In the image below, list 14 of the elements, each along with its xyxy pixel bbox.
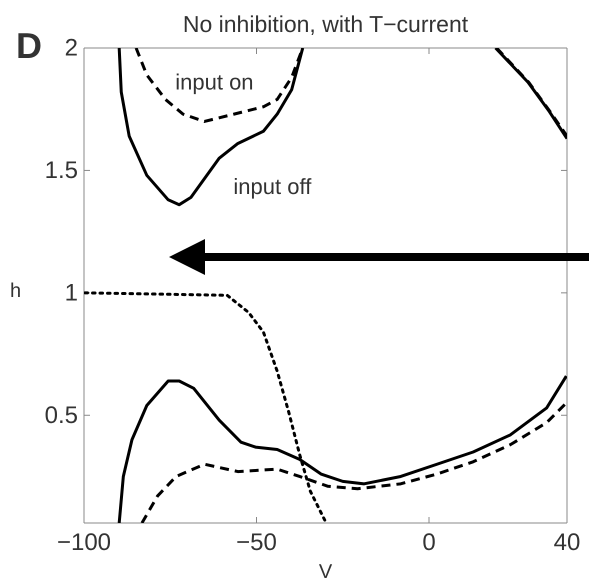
y-tick-label: 1 [64,280,78,307]
x-tick-label: −50 [236,529,277,556]
x-tick-label: 40 [554,529,580,556]
text: D [16,25,42,66]
x-tick-label: 0 [422,529,436,556]
annotation: input off [233,174,312,199]
chart-title: No inhibition, with T−current [182,11,469,37]
y-tick-label: 0.5 [44,402,78,429]
y-tick-label: 1.5 [44,157,78,184]
x-tick-label: −100 [56,529,112,556]
y-axis-title: h [10,280,22,302]
annotation: input on [175,69,254,94]
y-tick-label: 2 [64,34,78,62]
x-axis-title: V [318,561,333,580]
